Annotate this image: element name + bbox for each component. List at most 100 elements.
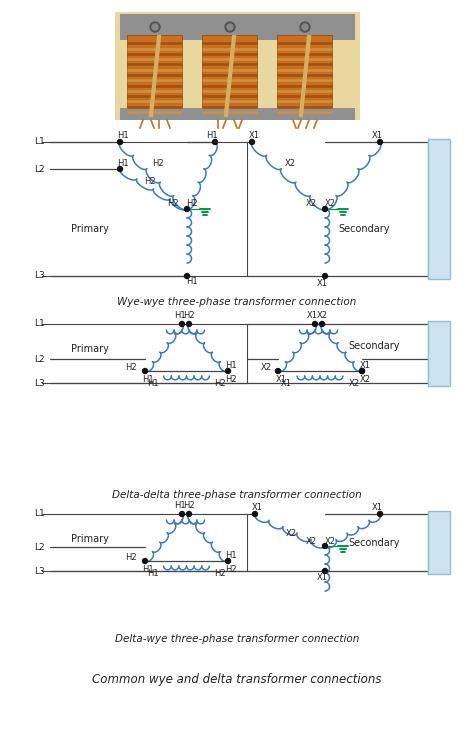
Text: Common wye and delta transformer connections: Common wye and delta transformer connect… [92, 672, 382, 686]
Text: L3: L3 [34, 271, 45, 281]
Text: H1: H1 [117, 132, 129, 140]
Text: Wye-wye three-phase transformer connection: Wye-wye three-phase transformer connecti… [117, 297, 357, 307]
Circle shape [186, 321, 191, 327]
Circle shape [186, 511, 191, 517]
Text: X1: X1 [248, 132, 259, 140]
Text: a: a [436, 357, 442, 367]
Text: L3: L3 [34, 567, 45, 576]
Circle shape [118, 166, 122, 171]
Circle shape [143, 559, 147, 564]
Text: X2: X2 [306, 537, 317, 545]
Text: H1: H1 [142, 375, 154, 384]
Text: X1: X1 [275, 375, 286, 384]
Circle shape [118, 140, 122, 145]
Circle shape [322, 273, 328, 279]
Bar [428, 321, 450, 386]
Text: o: o [436, 186, 442, 197]
Text: Primary: Primary [71, 534, 109, 544]
Circle shape [152, 24, 158, 30]
Circle shape [180, 511, 184, 517]
Bar [120, 14, 355, 40]
Text: o: o [436, 530, 442, 539]
Text: H2: H2 [225, 565, 237, 574]
Bar [277, 35, 332, 115]
Text: H2: H2 [152, 160, 164, 168]
Text: a: a [436, 545, 442, 556]
Text: Delta-delta three-phase transformer connection: Delta-delta three-phase transformer conn… [112, 490, 362, 500]
Text: X1: X1 [372, 132, 383, 140]
Circle shape [143, 369, 147, 373]
Text: Secondary: Secondary [338, 224, 390, 234]
Text: X1: X1 [281, 380, 292, 389]
Circle shape [312, 321, 318, 327]
Bar [128, 35, 182, 115]
Text: X2: X2 [348, 380, 359, 389]
Text: a: a [436, 222, 442, 231]
Circle shape [275, 369, 281, 373]
Circle shape [150, 22, 160, 32]
Text: H1: H1 [147, 570, 159, 579]
Circle shape [322, 568, 328, 573]
Text: L1: L1 [34, 509, 45, 519]
Text: L1: L1 [34, 137, 45, 146]
Circle shape [227, 24, 233, 30]
Circle shape [322, 543, 328, 548]
Text: H2: H2 [186, 200, 198, 208]
Text: X2: X2 [317, 312, 328, 321]
Text: Secondary: Secondary [348, 538, 400, 548]
Text: X2: X2 [284, 160, 295, 168]
Text: H2: H2 [144, 177, 156, 185]
Bar [428, 139, 450, 279]
Text: L2: L2 [34, 355, 45, 364]
Circle shape [226, 369, 230, 373]
Circle shape [377, 140, 383, 145]
Text: Primary: Primary [71, 224, 109, 234]
Text: d: d [436, 561, 442, 571]
Text: X2: X2 [359, 375, 371, 384]
Text: H1: H1 [225, 361, 237, 370]
Text: H2: H2 [214, 570, 226, 579]
Text: Secondary: Secondary [348, 341, 400, 351]
Text: L: L [436, 324, 442, 334]
Text: H1: H1 [174, 312, 186, 321]
Circle shape [180, 321, 184, 327]
Circle shape [184, 273, 190, 279]
Text: H1: H1 [174, 502, 186, 511]
Circle shape [322, 206, 328, 211]
Text: H1: H1 [186, 278, 198, 287]
Circle shape [359, 369, 365, 373]
Text: L2: L2 [34, 165, 45, 174]
Text: X2: X2 [325, 537, 336, 545]
Text: H2: H2 [125, 363, 137, 372]
Circle shape [319, 321, 325, 327]
Text: H2: H2 [183, 312, 195, 321]
Circle shape [226, 559, 230, 564]
Text: H2: H2 [125, 553, 137, 562]
Text: X2: X2 [285, 530, 297, 539]
Bar [115, 12, 360, 120]
Text: H2: H2 [214, 380, 226, 389]
Circle shape [300, 22, 310, 32]
Text: X1: X1 [317, 573, 328, 582]
Text: X2: X2 [306, 200, 317, 208]
Text: L: L [436, 151, 442, 162]
Text: L1: L1 [34, 319, 45, 329]
Text: H1: H1 [206, 132, 218, 140]
Text: o: o [436, 341, 442, 350]
Circle shape [302, 24, 308, 30]
Text: Primary: Primary [71, 344, 109, 354]
Text: X1: X1 [317, 279, 328, 287]
Text: H1: H1 [147, 380, 159, 389]
Bar [120, 108, 355, 120]
Text: X1: X1 [252, 503, 263, 513]
Text: Delta-wye three-phase transformer connection: Delta-wye three-phase transformer connec… [115, 634, 359, 644]
Bar [428, 511, 450, 574]
Text: H1: H1 [142, 565, 154, 574]
Text: d: d [436, 256, 442, 267]
Text: X1: X1 [307, 312, 318, 321]
Circle shape [377, 511, 383, 517]
Circle shape [249, 140, 255, 145]
Text: H2: H2 [225, 375, 237, 384]
Text: d: d [436, 373, 442, 383]
Text: X2: X2 [325, 200, 336, 208]
